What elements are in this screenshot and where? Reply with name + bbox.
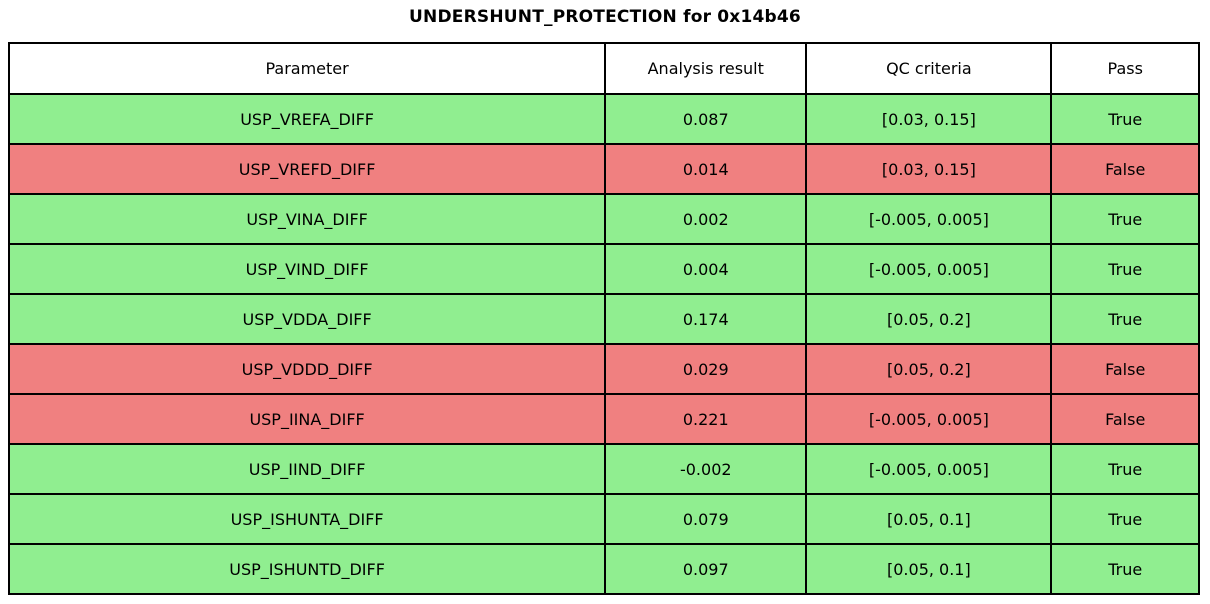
qc-criteria-cell: [-0.005, 0.005]: [805, 443, 1053, 495]
analysis-result-cell: 0.004: [604, 243, 808, 295]
analysis-result-cell: -0.002: [604, 443, 808, 495]
table-header: Parameter Analysis result QC criteria Pa…: [7, 42, 1200, 95]
table-row: USP_VIND_DIFF 0.004 [-0.005, 0.005] True: [7, 243, 1200, 295]
qc-criteria-cell: [0.05, 0.1]: [805, 543, 1053, 595]
parameter-cell: USP_VREFA_DIFF: [7, 93, 607, 145]
pass-cell: True: [1050, 193, 1200, 245]
analysis-result-cell: 0.087: [604, 93, 808, 145]
table-row: USP_VREFD_DIFF 0.014 [0.03, 0.15] False: [7, 143, 1200, 195]
parameter-cell: USP_ISHUNTA_DIFF: [7, 493, 607, 545]
analysis-result-cell: 0.014: [604, 143, 808, 195]
column-header-pass: Pass: [1050, 42, 1200, 95]
table-row: USP_IIND_DIFF -0.002 [-0.005, 0.005] Tru…: [7, 443, 1200, 495]
parameter-cell: USP_VDDA_DIFF: [7, 293, 607, 345]
pass-cell: True: [1050, 443, 1200, 495]
qc-criteria-cell: [0.05, 0.2]: [805, 343, 1053, 395]
parameter-cell: USP_VDDD_DIFF: [7, 343, 607, 395]
analysis-result-cell: 0.002: [604, 193, 808, 245]
analysis-result-cell: 0.029: [604, 343, 808, 395]
analysis-result-cell: 0.097: [604, 543, 808, 595]
page-title: UNDERSHUNT_PROTECTION for 0x14b46: [409, 7, 801, 27]
parameter-cell: USP_VINA_DIFF: [7, 193, 607, 245]
table-row: USP_VREFA_DIFF 0.087 [0.03, 0.15] True: [7, 93, 1200, 145]
qc-criteria-cell: [0.03, 0.15]: [805, 93, 1053, 145]
pass-cell: True: [1050, 543, 1200, 595]
table-row: USP_IINA_DIFF 0.221 [-0.005, 0.005] Fals…: [7, 393, 1200, 445]
parameter-cell: USP_IINA_DIFF: [7, 393, 607, 445]
column-header-qc-criteria: QC criteria: [805, 42, 1053, 95]
qc-table: Parameter Analysis result QC criteria Pa…: [7, 42, 1200, 595]
qc-criteria-cell: [-0.005, 0.005]: [805, 243, 1053, 295]
pass-cell: True: [1050, 293, 1200, 345]
column-header-analysis-result: Analysis result: [604, 42, 808, 95]
qc-criteria-cell: [-0.005, 0.005]: [805, 193, 1053, 245]
qc-criteria-cell: [0.05, 0.1]: [805, 493, 1053, 545]
pass-cell: True: [1050, 493, 1200, 545]
parameter-cell: USP_ISHUNTD_DIFF: [7, 543, 607, 595]
pass-cell: False: [1050, 343, 1200, 395]
table-row: USP_ISHUNTA_DIFF 0.079 [0.05, 0.1] True: [7, 493, 1200, 545]
qc-criteria-cell: [0.05, 0.2]: [805, 293, 1053, 345]
qc-criteria-cell: [-0.005, 0.005]: [805, 393, 1053, 445]
pass-cell: True: [1050, 93, 1200, 145]
pass-cell: False: [1050, 393, 1200, 445]
parameter-cell: USP_VIND_DIFF: [7, 243, 607, 295]
table-body: USP_VREFA_DIFF 0.087 [0.03, 0.15] True U…: [7, 93, 1200, 595]
analysis-result-cell: 0.079: [604, 493, 808, 545]
pass-cell: False: [1050, 143, 1200, 195]
analysis-result-cell: 0.221: [604, 393, 808, 445]
table-row: USP_VDDA_DIFF 0.174 [0.05, 0.2] True: [7, 293, 1200, 345]
qc-criteria-cell: [0.03, 0.15]: [805, 143, 1053, 195]
parameter-cell: USP_VREFD_DIFF: [7, 143, 607, 195]
table-row: USP_VINA_DIFF 0.002 [-0.005, 0.005] True: [7, 193, 1200, 245]
analysis-result-cell: 0.174: [604, 293, 808, 345]
parameter-cell: USP_IIND_DIFF: [7, 443, 607, 495]
table-row: USP_ISHUNTD_DIFF 0.097 [0.05, 0.1] True: [7, 543, 1200, 595]
pass-cell: True: [1050, 243, 1200, 295]
header-row: Parameter Analysis result QC criteria Pa…: [7, 42, 1200, 95]
table-row: USP_VDDD_DIFF 0.029 [0.05, 0.2] False: [7, 343, 1200, 395]
column-header-parameter: Parameter: [7, 42, 607, 95]
